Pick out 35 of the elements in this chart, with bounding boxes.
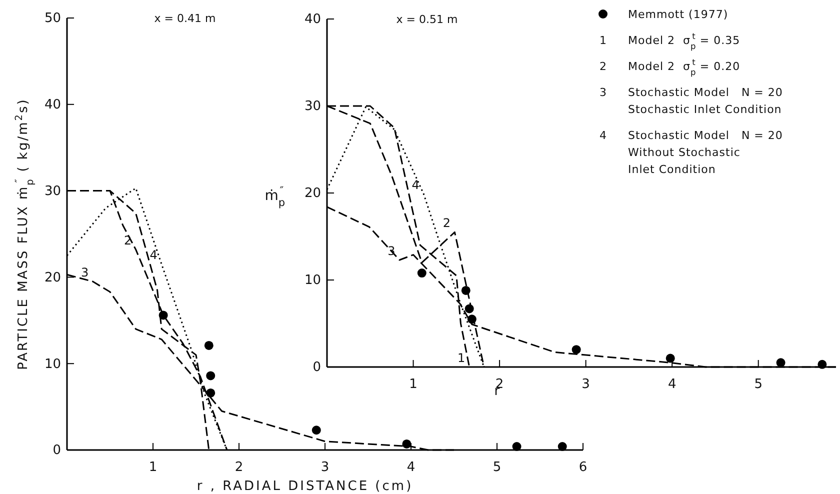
- text: 3 Stochastic Model N = 20 Stochastic Inlet Condition: [600, 86, 783, 116]
- x-tick-label: 4: [668, 377, 676, 392]
- annotation: 3: [80, 266, 89, 280]
- annotation: 1: [458, 351, 466, 366]
- y-tick-label: 30: [304, 99, 321, 114]
- y-tick-label: 30: [44, 184, 61, 199]
- x-tick-label: 3: [582, 377, 590, 392]
- annotation: 4: [150, 248, 158, 263]
- text: 1 Model 2 σ$_{p}$$^{t}$ = 0.35: [600, 31, 740, 51]
- x-tick-label: 5: [492, 460, 502, 476]
- x-tick-label: 6: [578, 460, 588, 476]
- x-tick-label: 5: [754, 377, 762, 392]
- y-tick-label: 20: [44, 270, 61, 286]
- annotation: 2: [442, 216, 450, 230]
- annotation: 2: [124, 234, 132, 248]
- y-tick-label: 50: [44, 11, 61, 26]
- x-tick-label: 1: [148, 460, 158, 476]
- legend-label: Memmott (1977): [628, 8, 728, 21]
- chart-title: x = 0.51 m: [396, 13, 458, 26]
- chart-title: x = 0.41 m: [154, 12, 216, 25]
- y-tick-label: 0: [52, 443, 61, 458]
- annotation: 4: [412, 178, 420, 192]
- y-tick-label: 10: [44, 356, 61, 372]
- x-tick-label: 1: [409, 377, 418, 392]
- text: 4 Stochastic Model N = 20 Without Stochastic Inlet Condition: [600, 129, 783, 176]
- x-tick-label: 3: [320, 460, 330, 476]
- y-tick-label: 0: [312, 360, 321, 376]
- x-axis-title: r , RADIAL DISTANCE (cm): [196, 479, 414, 494]
- y-tick-label: 20: [304, 186, 321, 202]
- y-tick-label: 40: [304, 12, 321, 28]
- y-tick-label: 40: [44, 98, 61, 113]
- x-tick-label: 2: [234, 460, 244, 476]
- text: 2 Model 2 σ$_{p}$$^{t}$ = 0.20: [600, 57, 740, 77]
- x-tick-label: 4: [406, 460, 416, 476]
- y-tick-label: 10: [304, 273, 321, 288]
